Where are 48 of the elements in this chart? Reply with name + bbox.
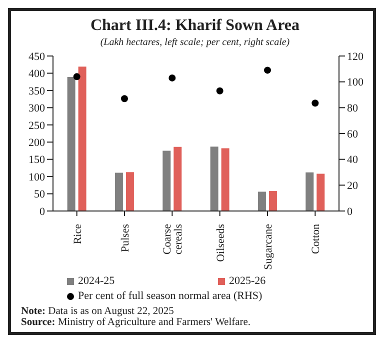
- y-tick-label: 250: [28, 120, 46, 132]
- y2-tick-label: 20: [347, 180, 358, 192]
- y-tick-label: 200: [28, 137, 46, 150]
- bar: [174, 146, 182, 211]
- legend-label: 2024-25: [78, 275, 115, 287]
- x-tick-label: Cotton: [310, 224, 322, 254]
- bar: [258, 192, 266, 211]
- legend-label: 2025-26: [229, 275, 266, 287]
- y-tick-label: 450: [28, 50, 46, 63]
- chart-subtitle: (Lakh hectares, left scale; per cent, right scale): [99, 37, 291, 48]
- y-tick-label: 350: [28, 85, 46, 98]
- bar: [78, 66, 86, 211]
- y-tick-label: 0: [40, 206, 46, 218]
- text: Note: Data is as on August 22, 2025: [21, 306, 175, 317]
- y2-tick-label: 120: [347, 50, 364, 63]
- y2-tick-label: 40: [347, 154, 358, 166]
- point: [264, 66, 271, 74]
- y-tick-label: 150: [28, 154, 46, 166]
- x-tick-label: Pulses: [120, 224, 132, 252]
- bar: [210, 146, 218, 211]
- legend-label: Per cent of full season normal area (RHS): [78, 290, 262, 302]
- point: [121, 95, 128, 102]
- source-note: Source: Ministry of Agriculture and Farmers' Welfare.: [21, 317, 252, 328]
- y2-tick-label: 80: [347, 102, 358, 115]
- chart-title: Chart III.4: Kharif Sown Area: [89, 17, 301, 35]
- bar: [306, 172, 314, 211]
- bar: [114, 172, 123, 211]
- bar: [316, 174, 325, 211]
- y-tick-label: 50: [34, 188, 46, 201]
- x-tick-label: Sugarcane: [262, 224, 274, 270]
- bar: [221, 148, 230, 211]
- bar: [126, 172, 134, 211]
- y2-tick-label: 100: [347, 76, 364, 89]
- point: [216, 87, 224, 94]
- y2-tick-label: 60: [347, 128, 358, 140]
- y-tick-label: 300: [28, 102, 46, 115]
- y2-tick-label: 0: [347, 206, 353, 218]
- point: [312, 100, 319, 107]
- x-tick-label: Oilseeds: [214, 224, 227, 262]
- x-tick-label: Coarse cereals: [162, 224, 185, 255]
- y-tick-label: 100: [28, 171, 46, 184]
- y-tick-label: 400: [28, 68, 46, 80]
- point: [168, 74, 176, 82]
- bar: [162, 150, 171, 211]
- point: [73, 73, 80, 80]
- bar: [268, 191, 277, 211]
- bar: [67, 77, 76, 211]
- x-tick-label: Rice: [72, 224, 84, 244]
